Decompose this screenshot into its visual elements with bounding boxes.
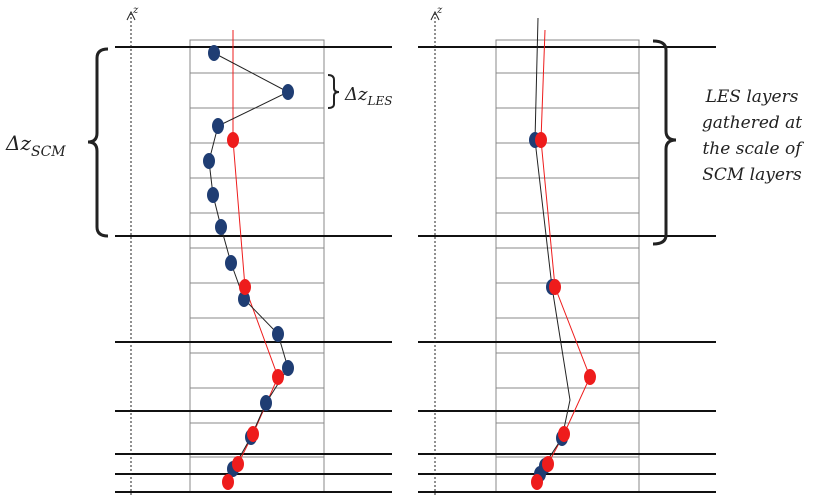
scm-point (535, 132, 547, 148)
scm-point (272, 369, 284, 385)
left-z-axis-label: z (132, 5, 139, 16)
les-point (207, 187, 219, 203)
scm-point (531, 474, 543, 490)
scm-point (558, 426, 570, 442)
dz-scm-label: ΔzSCM (5, 131, 66, 160)
scm-point (227, 132, 239, 148)
left-les-markers (203, 45, 294, 477)
scm-point (222, 474, 234, 490)
dz-les-label: ΔzLES (344, 84, 392, 108)
left-les-profile-line (208, 52, 290, 483)
les-point (238, 291, 250, 307)
les-point (215, 219, 227, 235)
les-point (260, 395, 272, 411)
annotation-line-2: gathered at (702, 113, 802, 133)
annotation-line-4: SCM layers (702, 165, 802, 185)
scm-point (542, 456, 554, 472)
right-z-axis-arrow (430, 10, 440, 21)
left-panel: z (5, 5, 392, 495)
left-scm-profile-line (227, 30, 279, 483)
scm-point (584, 369, 596, 385)
right-scm-markers (531, 132, 596, 490)
right-les-profile-line (534, 17, 571, 475)
right-scm-profile-line (536, 29, 591, 483)
dz-les-bracket (327, 74, 340, 109)
les-point (282, 84, 294, 100)
les-point (282, 360, 294, 376)
left-scm-markers (222, 132, 284, 490)
dz-scm-brace (87, 47, 109, 238)
left-les-layer-lines (190, 72, 324, 458)
scm-point (549, 279, 561, 295)
les-point (225, 255, 237, 271)
scm-point (247, 426, 259, 442)
les-point (203, 153, 215, 169)
scm-point (239, 279, 251, 295)
right-z-axis-label: z (436, 5, 443, 16)
left-scm-layer-lines (115, 46, 392, 493)
annotation-line-1: LES layers (705, 87, 799, 107)
right-les-layer-lines (496, 72, 639, 458)
left-z-axis-arrow (126, 10, 136, 21)
les-point (208, 45, 220, 61)
les-point (272, 326, 284, 342)
right-panel: z LES layers gathered at the scale of SC… (418, 5, 804, 495)
annotation-line-3: the scale of (702, 139, 804, 159)
right-scm-layer-lines (418, 46, 716, 493)
scm-point (232, 456, 244, 472)
les-layers-brace (652, 39, 677, 246)
les-point (212, 118, 224, 134)
